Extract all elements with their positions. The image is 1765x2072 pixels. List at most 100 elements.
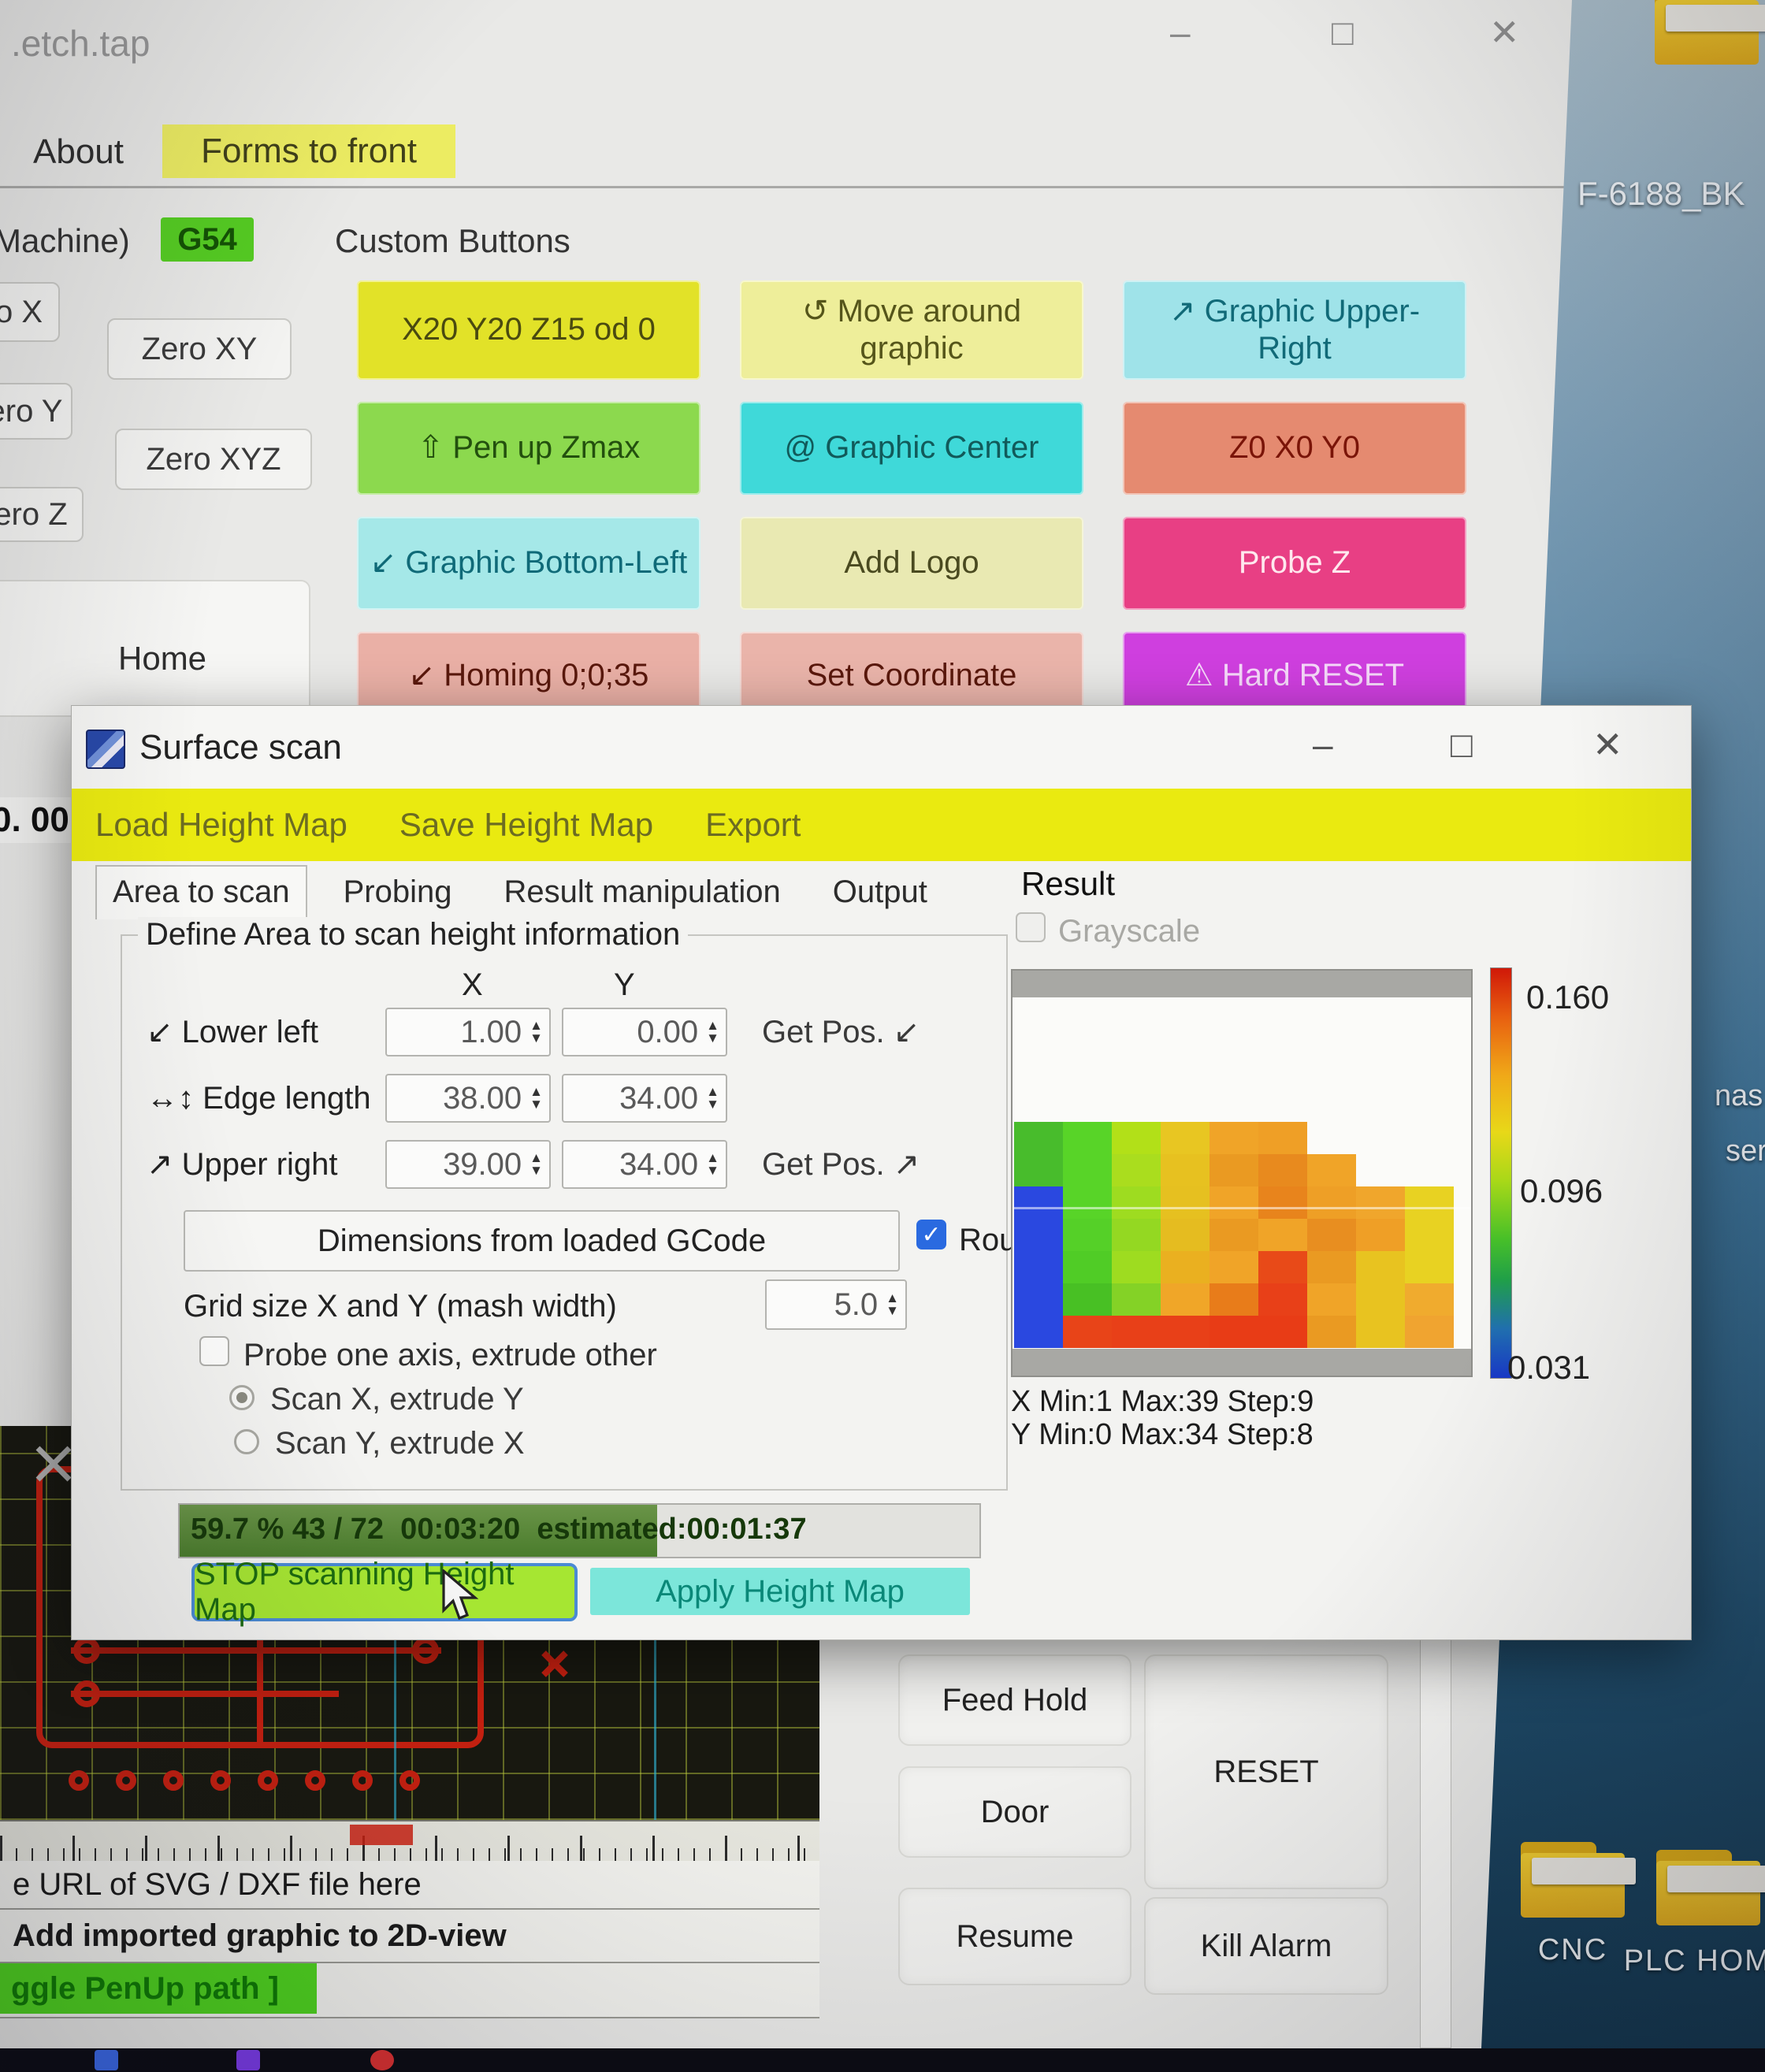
dialog-minimize-button[interactable]: – xyxy=(1313,724,1333,765)
heightmap-cell xyxy=(1258,1219,1307,1251)
spinner-arrows[interactable]: ▲ ▼ xyxy=(530,1149,543,1178)
custom-button[interactable]: X20 Y20 Z15 od 0 xyxy=(357,280,700,380)
toggle-penup-button[interactable]: ggle PenUp path ] xyxy=(0,1963,317,2014)
heightmap-cell xyxy=(1014,1219,1063,1251)
heightmap-cell xyxy=(1112,1186,1161,1219)
custom-button[interactable]: @ Graphic Center xyxy=(740,402,1083,495)
custom-button[interactable]: ⇧ Pen up Zmax xyxy=(357,402,700,495)
heightmap-cell xyxy=(1405,1219,1454,1251)
spinner-arrows[interactable]: ▲ ▼ xyxy=(886,1290,899,1318)
zero-z-button[interactable]: ero Z xyxy=(0,487,84,542)
heightmap-cell xyxy=(1063,1283,1112,1316)
round-up-checkbox[interactable]: ✓ xyxy=(916,1220,946,1250)
maximize-button[interactable]: □ xyxy=(1332,12,1354,53)
left-panel xyxy=(0,580,310,717)
menu-export[interactable]: Export xyxy=(705,806,801,843)
zero-xyz-button[interactable]: Zero XYZ xyxy=(115,429,312,490)
stop-scanning-button[interactable]: STOP scanning Height Map xyxy=(191,1557,578,1627)
custom-buttons-header: Custom Buttons xyxy=(335,222,570,259)
taskbar-icon[interactable] xyxy=(236,2050,260,2070)
surface-scan-dialog: Surface scan – □ ✕ Load Height Map Save … xyxy=(71,705,1692,1640)
spinner-arrows[interactable]: ▲ ▼ xyxy=(706,1017,719,1045)
value-spinner[interactable]: 1.00 ▲ ▼ xyxy=(385,1008,551,1056)
heightmap-cell xyxy=(1356,1219,1405,1251)
taskbar-icon[interactable] xyxy=(370,2050,394,2070)
minimize-button[interactable]: – xyxy=(1170,12,1191,53)
value-spinner[interactable]: 34.00 ▲ ▼ xyxy=(562,1140,727,1189)
apply-height-map-button[interactable]: Apply Height Map xyxy=(590,1568,970,1615)
tab-probing[interactable]: Probing xyxy=(343,874,452,909)
heightmap-cell xyxy=(1307,1186,1356,1219)
folder-label-plc-home[interactable]: PLC HOME xyxy=(1623,1944,1765,1977)
spinner-arrows[interactable]: ▲ ▼ xyxy=(530,1017,543,1045)
menu-save-height-map[interactable]: Save Height Map xyxy=(399,806,654,843)
area-row-label: ↙ Lower left xyxy=(147,1015,319,1049)
taskbar-icon[interactable] xyxy=(95,2050,118,2070)
heightmap-cell xyxy=(1209,1251,1258,1283)
spinner-arrows[interactable]: ▲ ▼ xyxy=(706,1149,719,1178)
add-graphic-row[interactable]: Add imported graphic to 2D-view xyxy=(0,1910,819,1963)
heightmap-cell xyxy=(1112,1251,1161,1283)
door-button[interactable]: Door xyxy=(898,1766,1131,1858)
heightmap-cell xyxy=(1356,1251,1405,1283)
dialog-close-button[interactable]: ✕ xyxy=(1592,724,1623,765)
custom-button[interactable]: Add Logo xyxy=(740,517,1083,610)
value-spinner[interactable]: 39.00 ▲ ▼ xyxy=(385,1140,551,1189)
custom-button[interactable]: Probe Z xyxy=(1123,517,1466,610)
resume-button[interactable]: Resume xyxy=(898,1888,1131,1985)
desktop-file-label[interactable]: F-6188_BK xyxy=(1577,175,1745,212)
zero-xy-button[interactable]: Zero XY xyxy=(107,318,292,380)
custom-button[interactable]: ↺ Move around graphic xyxy=(740,280,1083,380)
heightmap-cell xyxy=(1014,1251,1063,1283)
feed-hold-button[interactable]: Feed Hold xyxy=(898,1654,1131,1746)
spinner-arrows[interactable]: ▲ ▼ xyxy=(530,1083,543,1112)
grayscale-checkbox[interactable] xyxy=(1016,912,1046,942)
desktop-folder-icon-top[interactable] xyxy=(1655,0,1765,65)
heightmap-cell xyxy=(1014,1122,1063,1154)
tab-output[interactable]: Output xyxy=(832,874,927,909)
probe-one-axis-checkbox[interactable] xyxy=(199,1336,229,1366)
scale-min-label: 0.031 xyxy=(1507,1349,1591,1386)
dialog-titlebar[interactable] xyxy=(72,706,1691,789)
close-button[interactable]: ✕ xyxy=(1489,12,1520,53)
heightmap-cell xyxy=(1356,1186,1405,1219)
zero-y-button[interactable]: ero Y xyxy=(0,383,72,440)
value-spinner[interactable]: 34.00 ▲ ▼ xyxy=(562,1074,727,1123)
home-button[interactable]: Home xyxy=(118,640,207,677)
folder-icon-plc-home[interactable] xyxy=(1656,1850,1765,1925)
spinner-value: 1.00 xyxy=(460,1014,522,1049)
custom-button[interactable]: Z0 X0 Y0 xyxy=(1123,402,1466,495)
grid-size-spinner[interactable]: 5.0 ▲ ▼ xyxy=(765,1279,907,1330)
color-scale-bar xyxy=(1490,967,1512,1379)
heightmap-cell xyxy=(1307,1219,1356,1251)
custom-button[interactable]: ↙ Graphic Bottom-Left xyxy=(357,517,700,610)
add-graphic-label: Add imported graphic to 2D-view xyxy=(13,1918,507,1953)
get-pos-button[interactable]: Get Pos. ↙ xyxy=(762,1015,920,1049)
heightmap-cell xyxy=(1405,1122,1454,1154)
folder-paper xyxy=(1666,5,1765,32)
radio-scan-x[interactable] xyxy=(229,1385,255,1410)
custom-button[interactable]: ↗ Graphic Upper-Right xyxy=(1123,280,1466,380)
tab-result-manipulation[interactable]: Result manipulation xyxy=(503,874,781,909)
svg-url-field[interactable]: e URL of SVG / DXF file here xyxy=(0,1861,819,1910)
y-axis-info: Y Min:0 Max:34 Step:8 xyxy=(1011,1418,1314,1451)
dialog-maximize-button[interactable]: □ xyxy=(1451,724,1473,765)
folder-label-cnc[interactable]: CNC xyxy=(1537,1933,1608,1966)
menu-forms-to-front[interactable]: Forms to front xyxy=(162,124,455,178)
value-spinner[interactable]: 38.00 ▲ ▼ xyxy=(385,1074,551,1123)
heightmap-cell xyxy=(1405,1251,1454,1283)
spinner-arrows[interactable]: ▲ ▼ xyxy=(706,1083,719,1112)
radio-scan-y[interactable] xyxy=(234,1429,259,1454)
menu-about[interactable]: About xyxy=(33,132,124,171)
tab-area-to-scan[interactable]: Area to scan xyxy=(95,865,307,919)
get-pos-button[interactable]: Get Pos. ↗ xyxy=(762,1147,920,1182)
menu-load-height-map[interactable]: Load Height Map xyxy=(95,806,347,843)
wcs-badge[interactable]: G54 xyxy=(161,217,254,262)
kill-alarm-button[interactable]: Kill Alarm xyxy=(1144,1897,1388,1995)
folder-icon-cnc[interactable] xyxy=(1521,1842,1636,1918)
value-spinner[interactable]: 0.00 ▲ ▼ xyxy=(562,1008,727,1056)
reset-button[interactable]: RESET xyxy=(1144,1654,1388,1889)
dimensions-from-gcode-button[interactable]: Dimensions from loaded GCode xyxy=(184,1210,900,1272)
zero-x-button[interactable]: o X xyxy=(0,282,60,342)
